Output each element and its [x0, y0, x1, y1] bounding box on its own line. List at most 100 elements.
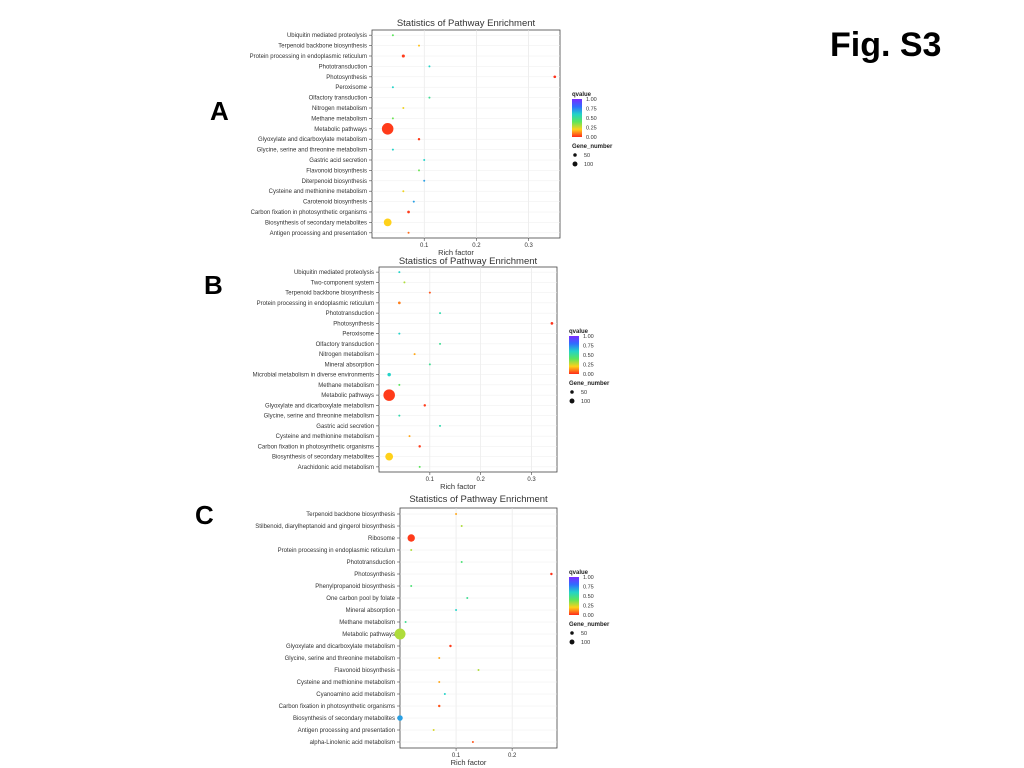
pathway-label: Gastric acid secretion — [316, 424, 374, 430]
enrichment-point — [418, 169, 420, 172]
panel-letter-c: C — [195, 500, 214, 530]
enrichment-point — [412, 200, 415, 203]
pathway-label: Protein processing in endoplasmic reticu… — [257, 301, 374, 307]
enrichment-point — [407, 210, 410, 214]
pathway-label: Ubiquitin mediated proteolysis — [287, 33, 367, 39]
pathway-label: Carbon fixation in photosynthetic organi… — [258, 444, 374, 450]
gene-size-key — [573, 153, 577, 157]
enrichment-point — [423, 404, 427, 407]
pathway-label: Biosynthesis of secondary metabolites — [293, 716, 395, 722]
pathway-label: Carotenoid biosynthesis — [303, 200, 367, 206]
pathway-label: Glyoxylate and dicarboxylate metabolism — [286, 644, 395, 650]
enrichment-point — [455, 609, 458, 611]
pathway-enrichment-chart-b: Statistics of Pathway Enrichment Ubiquiti… — [253, 256, 610, 491]
x-tick-label: 0.2 — [508, 753, 517, 759]
enrichment-point — [449, 644, 452, 648]
pathway-label: Peroxisome — [342, 332, 374, 338]
enrichment-point — [391, 148, 394, 151]
enrichment-point — [408, 435, 411, 438]
pathway-label: Cysteine and methionine metabolism — [276, 434, 374, 440]
pathway-label: Photosynthesis — [354, 572, 395, 578]
enrichment-point — [428, 363, 431, 366]
enrichment-point — [466, 597, 469, 599]
pathway-label: Microbial metabolism in diverse environm… — [253, 373, 374, 379]
x-tick-label: 0.3 — [527, 477, 536, 483]
pathway-label: Glyoxylate and dicarboxylate metabolism — [265, 403, 374, 409]
pathway-label: Cysteine and methionine metabolism — [297, 680, 395, 686]
qvalue-tick-label: 0.75 — [586, 107, 597, 113]
pathway-label: Metabolic pathways — [321, 393, 374, 399]
enrichment-point — [398, 332, 401, 335]
pathway-label: Olfactory transduction — [309, 96, 367, 102]
x-tick-label: 0.2 — [477, 477, 486, 483]
enrichment-point — [407, 231, 410, 234]
pathway-label: Carbon fixation in photosynthetic organi… — [251, 210, 367, 216]
x-tick-label: 0.2 — [472, 243, 481, 249]
qvalue-tick-label: 0.50 — [586, 116, 597, 122]
enrichment-point — [402, 107, 405, 109]
enrichment-point — [391, 86, 394, 89]
panel-letter-b: B — [204, 270, 223, 300]
gene-size-key — [569, 639, 575, 645]
pathway-label: Biosynthesis of secondary metabolites — [272, 455, 374, 461]
qvalue-tick-label: 0.25 — [583, 604, 594, 610]
qvalue-tick-label: 1.00 — [583, 334, 594, 340]
pathway-label: Terpenoid backbone biosynthesis — [278, 44, 367, 50]
enrichment-point — [381, 123, 394, 135]
enrichment-point — [383, 218, 392, 227]
pathway-label: Terpenoid backbone biosynthesis — [285, 291, 374, 297]
gene-size-label: 50 — [581, 390, 587, 396]
enrichment-point — [410, 585, 413, 587]
pathway-label: Phototransduction — [347, 560, 395, 566]
pathway-label: Photosynthesis — [333, 321, 374, 327]
pathway-label: alpha-Linolenic acid metabolism — [310, 740, 395, 746]
qvalue-tick-label: 0.00 — [586, 135, 597, 141]
enrichment-point — [387, 372, 391, 377]
pathway-label: Antigen processing and presentation — [298, 728, 395, 734]
enrichment-point — [410, 549, 413, 551]
enrichment-point — [477, 669, 480, 671]
enrichment-point — [439, 342, 442, 345]
enrichment-point — [418, 465, 421, 468]
qvalue-tick-label: 1.00 — [586, 97, 597, 103]
x-tick-label: 0.1 — [452, 753, 461, 759]
qvalue-tick-label: 1.00 — [583, 575, 594, 581]
pathway-label: Flavonoid biosynthesis — [306, 168, 367, 174]
qvalue-tick-label: 0.25 — [583, 363, 594, 369]
gene-size-label: 100 — [584, 162, 593, 168]
pathway-label: Mineral absorption — [346, 608, 395, 614]
pathway-label: Metabolic pathways — [342, 632, 395, 638]
enrichment-point — [385, 452, 394, 461]
gene-size-key — [570, 390, 574, 394]
qvalue-tick-label: 0.75 — [583, 344, 594, 350]
gene-size-key — [569, 398, 575, 404]
pathway-label: Diterpenoid biosynthesis — [302, 179, 367, 185]
pathway-label: Phenylpropanoid biosynthesis — [315, 584, 395, 590]
gene-size-label: 50 — [581, 631, 587, 637]
qvalue-tick-label: 0.50 — [583, 594, 594, 600]
enrichment-point — [407, 534, 415, 542]
enrichment-point — [455, 513, 458, 515]
pathway-label: Metabolic pathways — [314, 127, 367, 133]
enrichment-point — [398, 383, 401, 386]
panel-letter-a: A — [210, 96, 229, 126]
enrichment-point — [423, 159, 426, 161]
x-axis-label: Rich factor — [451, 758, 487, 767]
pathway-label: Methane metabolism — [339, 620, 395, 626]
enrichment-point — [403, 281, 406, 284]
pathway-label: Phototransduction — [319, 64, 367, 70]
gene-size-key — [570, 631, 574, 635]
pathway-label: Antigen processing and presentation — [270, 231, 367, 237]
qvalue-tick-label: 0.00 — [583, 613, 594, 619]
gene-number-legend-title: Gene_number — [569, 381, 610, 387]
x-tick-label: 0.1 — [426, 477, 435, 483]
enrichment-point — [418, 445, 421, 448]
enrichment-point — [391, 34, 394, 37]
enrichment-point — [398, 271, 401, 274]
pathway-label: Methane metabolism — [311, 116, 367, 122]
gene-number-legend-title: Gene_number — [572, 144, 613, 150]
figure-label: Fig. S3 — [830, 26, 942, 64]
pathway-label: Ubiquitin mediated proteolysis — [294, 270, 374, 276]
qvalue-tick-label: 0.25 — [586, 126, 597, 132]
enrichment-point — [394, 628, 406, 640]
